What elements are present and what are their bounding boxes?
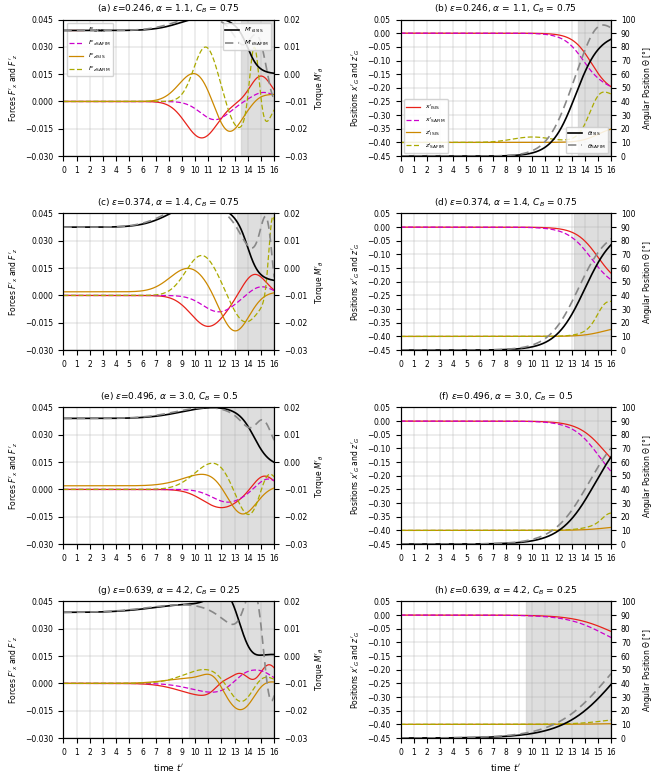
- Y-axis label: Torque $M'_{\theta}$: Torque $M'_{\theta}$: [313, 454, 326, 497]
- Legend: $x'_{\rm ISIS}$, $x'_{\rm SAFIM}$, $z'_{\rm ISIS}$, $z'_{\rm SAFIM}$: $x'_{\rm ISIS}$, $x'_{\rm SAFIM}$, $z'_{…: [403, 99, 448, 153]
- Legend: $\theta_{\rm ISIS}$, $\theta_{\rm SAFIM}$: $\theta_{\rm ISIS}$, $\theta_{\rm SAFIM}…: [566, 127, 608, 153]
- Bar: [574, 213, 618, 350]
- Y-axis label: Angular Position $\Theta$ [°]: Angular Position $\Theta$ [°]: [641, 628, 654, 711]
- Y-axis label: Angular Position $\Theta$ [°]: Angular Position $\Theta$ [°]: [641, 240, 654, 324]
- Bar: [237, 213, 281, 350]
- Legend: $M'_{\theta{\rm ISIS}}$, $M'_{\theta{\rm SAFIM}}$: $M'_{\theta{\rm ISIS}}$, $M'_{\theta{\rm…: [222, 23, 271, 51]
- Title: (e) $\varepsilon$=0.496, $\alpha$ = 3.0, $C_B$ = 0.5: (e) $\varepsilon$=0.496, $\alpha$ = 3.0,…: [100, 390, 238, 403]
- Title: (g) $\varepsilon$=0.639, $\alpha$ = 4.2, $C_B$ = 0.25: (g) $\varepsilon$=0.639, $\alpha$ = 4.2,…: [98, 584, 240, 597]
- Title: (a) $\varepsilon$=0.246, $\alpha$ = 1.1, $C_B$ = 0.75: (a) $\varepsilon$=0.246, $\alpha$ = 1.1,…: [98, 2, 240, 15]
- Title: (c) $\varepsilon$=0.374, $\alpha$ = 1.4, $C_B$ = 0.75: (c) $\varepsilon$=0.374, $\alpha$ = 1.4,…: [98, 196, 240, 209]
- Y-axis label: Torque $M'_{\theta}$: Torque $M'_{\theta}$: [313, 66, 326, 109]
- Y-axis label: Forces $F'_x$ and $F'_z$: Forces $F'_x$ and $F'_z$: [7, 636, 20, 704]
- X-axis label: time $t'$: time $t'$: [490, 762, 522, 773]
- Bar: [526, 601, 618, 738]
- X-axis label: time $t'$: time $t'$: [153, 762, 184, 773]
- Y-axis label: Angular Position $\Theta$ [°]: Angular Position $\Theta$ [°]: [641, 433, 654, 518]
- Bar: [222, 408, 281, 544]
- Bar: [188, 601, 281, 738]
- Y-axis label: Positions $x'_G$ and $z'_G$: Positions $x'_G$ and $z'_G$: [349, 242, 362, 321]
- Y-axis label: Torque $M'_{\theta}$: Torque $M'_{\theta}$: [313, 648, 326, 691]
- Y-axis label: Torque $M'_{\theta}$: Torque $M'_{\theta}$: [313, 260, 326, 304]
- Y-axis label: Angular Position $\Theta$ [°]: Angular Position $\Theta$ [°]: [641, 46, 654, 130]
- Legend: $F'_{x{\rm ISIS}}$, $F'_{x{\rm SAFIM}}$, $F'_{z{\rm ISIS}}$, $F'_{z{\rm SAFIM}}$: $F'_{x{\rm ISIS}}$, $F'_{x{\rm SAFIM}}$,…: [67, 23, 113, 77]
- Title: (h) $\varepsilon$=0.639, $\alpha$ = 4.2, $C_B$ = 0.25: (h) $\varepsilon$=0.639, $\alpha$ = 4.2,…: [434, 584, 577, 597]
- Title: (b) $\varepsilon$=0.246, $\alpha$ = 1.1, $C_B$ = 0.75: (b) $\varepsilon$=0.246, $\alpha$ = 1.1,…: [434, 2, 577, 15]
- Y-axis label: Positions $x'_G$ and $z'_G$: Positions $x'_G$ and $z'_G$: [349, 48, 362, 127]
- Y-axis label: Forces $F'_x$ and $F'_z$: Forces $F'_x$ and $F'_z$: [7, 53, 20, 122]
- Y-axis label: Positions $x'_G$ and $z'_G$: Positions $x'_G$ and $z'_G$: [349, 437, 362, 515]
- Bar: [241, 20, 281, 156]
- Title: (f) $\varepsilon$=0.496, $\alpha$ = 3.0, $C_B$ = 0.5: (f) $\varepsilon$=0.496, $\alpha$ = 3.0,…: [438, 390, 574, 403]
- Y-axis label: Forces $F'_x$ and $F'_z$: Forces $F'_x$ and $F'_z$: [7, 248, 20, 316]
- Bar: [578, 20, 618, 156]
- Y-axis label: Forces $F'_x$ and $F'_z$: Forces $F'_x$ and $F'_z$: [7, 441, 20, 510]
- Title: (d) $\varepsilon$=0.374, $\alpha$ = 1.4, $C_B$ = 0.75: (d) $\varepsilon$=0.374, $\alpha$ = 1.4,…: [434, 196, 578, 209]
- Y-axis label: Positions $x'_G$ and $z'_G$: Positions $x'_G$ and $z'_G$: [349, 630, 362, 709]
- Bar: [558, 408, 618, 544]
